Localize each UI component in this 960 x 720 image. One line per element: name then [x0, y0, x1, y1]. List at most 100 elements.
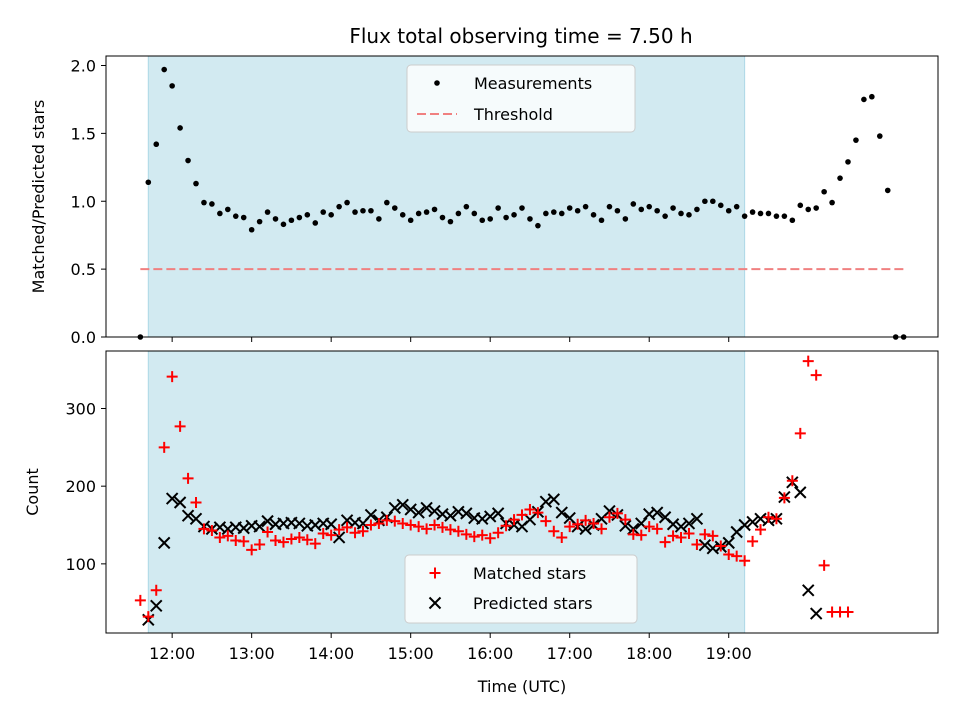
matched-star-point [723, 549, 735, 561]
measurement-point [876, 133, 883, 139]
legend-measurements-marker [434, 80, 440, 86]
matched-star-point [794, 427, 806, 439]
predicted-star-point [738, 518, 751, 532]
matched-star-point [818, 559, 830, 571]
matched-star-point [524, 503, 536, 515]
measurement-point [415, 210, 422, 217]
matched-star-point [802, 355, 814, 367]
measurement-point [256, 218, 263, 225]
measurement-point [606, 203, 613, 210]
legend-predicted-marker [428, 596, 442, 610]
x-axis-label: Time (UTC) [477, 677, 566, 696]
matched-star-point [389, 515, 401, 527]
measurement-point [694, 206, 700, 213]
matched-star-point [842, 606, 854, 618]
matched-star-point [214, 531, 226, 543]
matched-star-point [667, 530, 679, 542]
measurement-point [646, 203, 653, 210]
measurement-point [463, 203, 470, 210]
top-axes-frame [105, 55, 939, 338]
predicted-star-point [165, 492, 179, 505]
matched-star-point [254, 538, 266, 550]
matched-star-point [413, 521, 425, 533]
predicted-star-point [324, 518, 338, 531]
matched-star-point [285, 533, 297, 545]
matched-star-point [309, 538, 321, 550]
matched-star-point [222, 530, 234, 542]
measurement-point [853, 137, 859, 143]
matched-star-point [739, 555, 751, 567]
matched-star-point [341, 521, 353, 533]
predicted-star-point [237, 521, 250, 535]
measurement-point [384, 199, 390, 206]
matched-star-point [452, 525, 464, 537]
y-tick-label: 100 [65, 555, 96, 574]
matched-star-point [317, 528, 329, 540]
matched-star-point [476, 529, 488, 541]
measurement-point [582, 203, 589, 210]
measurement-point [519, 205, 525, 211]
predicted-star-point [802, 584, 815, 597]
matched-star-point [357, 525, 369, 537]
predicted-star-point [603, 504, 616, 518]
matched-star-point [460, 528, 472, 540]
matched-star-point [611, 507, 623, 519]
measurement-point [527, 216, 533, 222]
measurement-point [717, 202, 724, 209]
matched-star-point [580, 514, 592, 526]
matched-star-point [715, 540, 727, 552]
matched-star-point [246, 544, 258, 556]
measurement-point [376, 216, 382, 222]
matched-star-point [532, 507, 544, 519]
measurement-point [161, 66, 168, 73]
matched-star-point [556, 531, 568, 543]
measurement-point [590, 212, 597, 218]
measurement-point [837, 175, 843, 181]
predicted-star-point [491, 507, 505, 520]
matched-star-point [675, 531, 687, 543]
matched-star-point [333, 524, 345, 536]
y-tick-label: 0.5 [71, 260, 96, 279]
measurement-point [439, 214, 446, 221]
matched-star-point [270, 535, 282, 547]
matched-star-point [707, 530, 719, 542]
measurement-point [781, 213, 788, 219]
predicted-star-point [253, 520, 266, 533]
measurement-point [177, 125, 183, 131]
chart-title: Flux total observing time = 7.50 h [349, 24, 692, 48]
predicted-star-point [261, 514, 274, 528]
matched-star-point [564, 521, 576, 533]
matched-star-point [755, 524, 767, 536]
predicted-star-point [412, 506, 425, 519]
matched-star-point [691, 538, 703, 550]
matched-star-point [651, 523, 663, 535]
measurement-point [296, 214, 303, 221]
matched-star-point [747, 535, 759, 547]
y-tick-label: 0.0 [71, 328, 96, 347]
matched-star-point [500, 520, 512, 532]
measurement-point [670, 205, 676, 211]
measurement-point [503, 214, 509, 221]
predicted-star-point [794, 486, 807, 499]
matched-star-point [810, 369, 822, 381]
measurement-point [471, 210, 478, 217]
predicted-star-point [150, 599, 163, 613]
measurement-point [551, 209, 557, 215]
top-legend-box [406, 64, 636, 133]
matched-star-point [277, 536, 289, 548]
matched-star-point [762, 511, 774, 523]
measurement-point [225, 206, 231, 213]
matched-star-point [238, 535, 250, 547]
predicted-star-point [809, 607, 823, 620]
matched-star-point [731, 550, 743, 562]
measurement-point [813, 205, 819, 211]
measurement-point [201, 199, 207, 206]
predicted-star-point [340, 514, 354, 527]
measurement-point [765, 210, 772, 217]
matched-star-point [588, 517, 600, 529]
matched-star-point [429, 519, 441, 531]
matched-star-point [603, 511, 615, 523]
bottom-legend-box [404, 554, 638, 624]
measurement-point [741, 213, 748, 219]
